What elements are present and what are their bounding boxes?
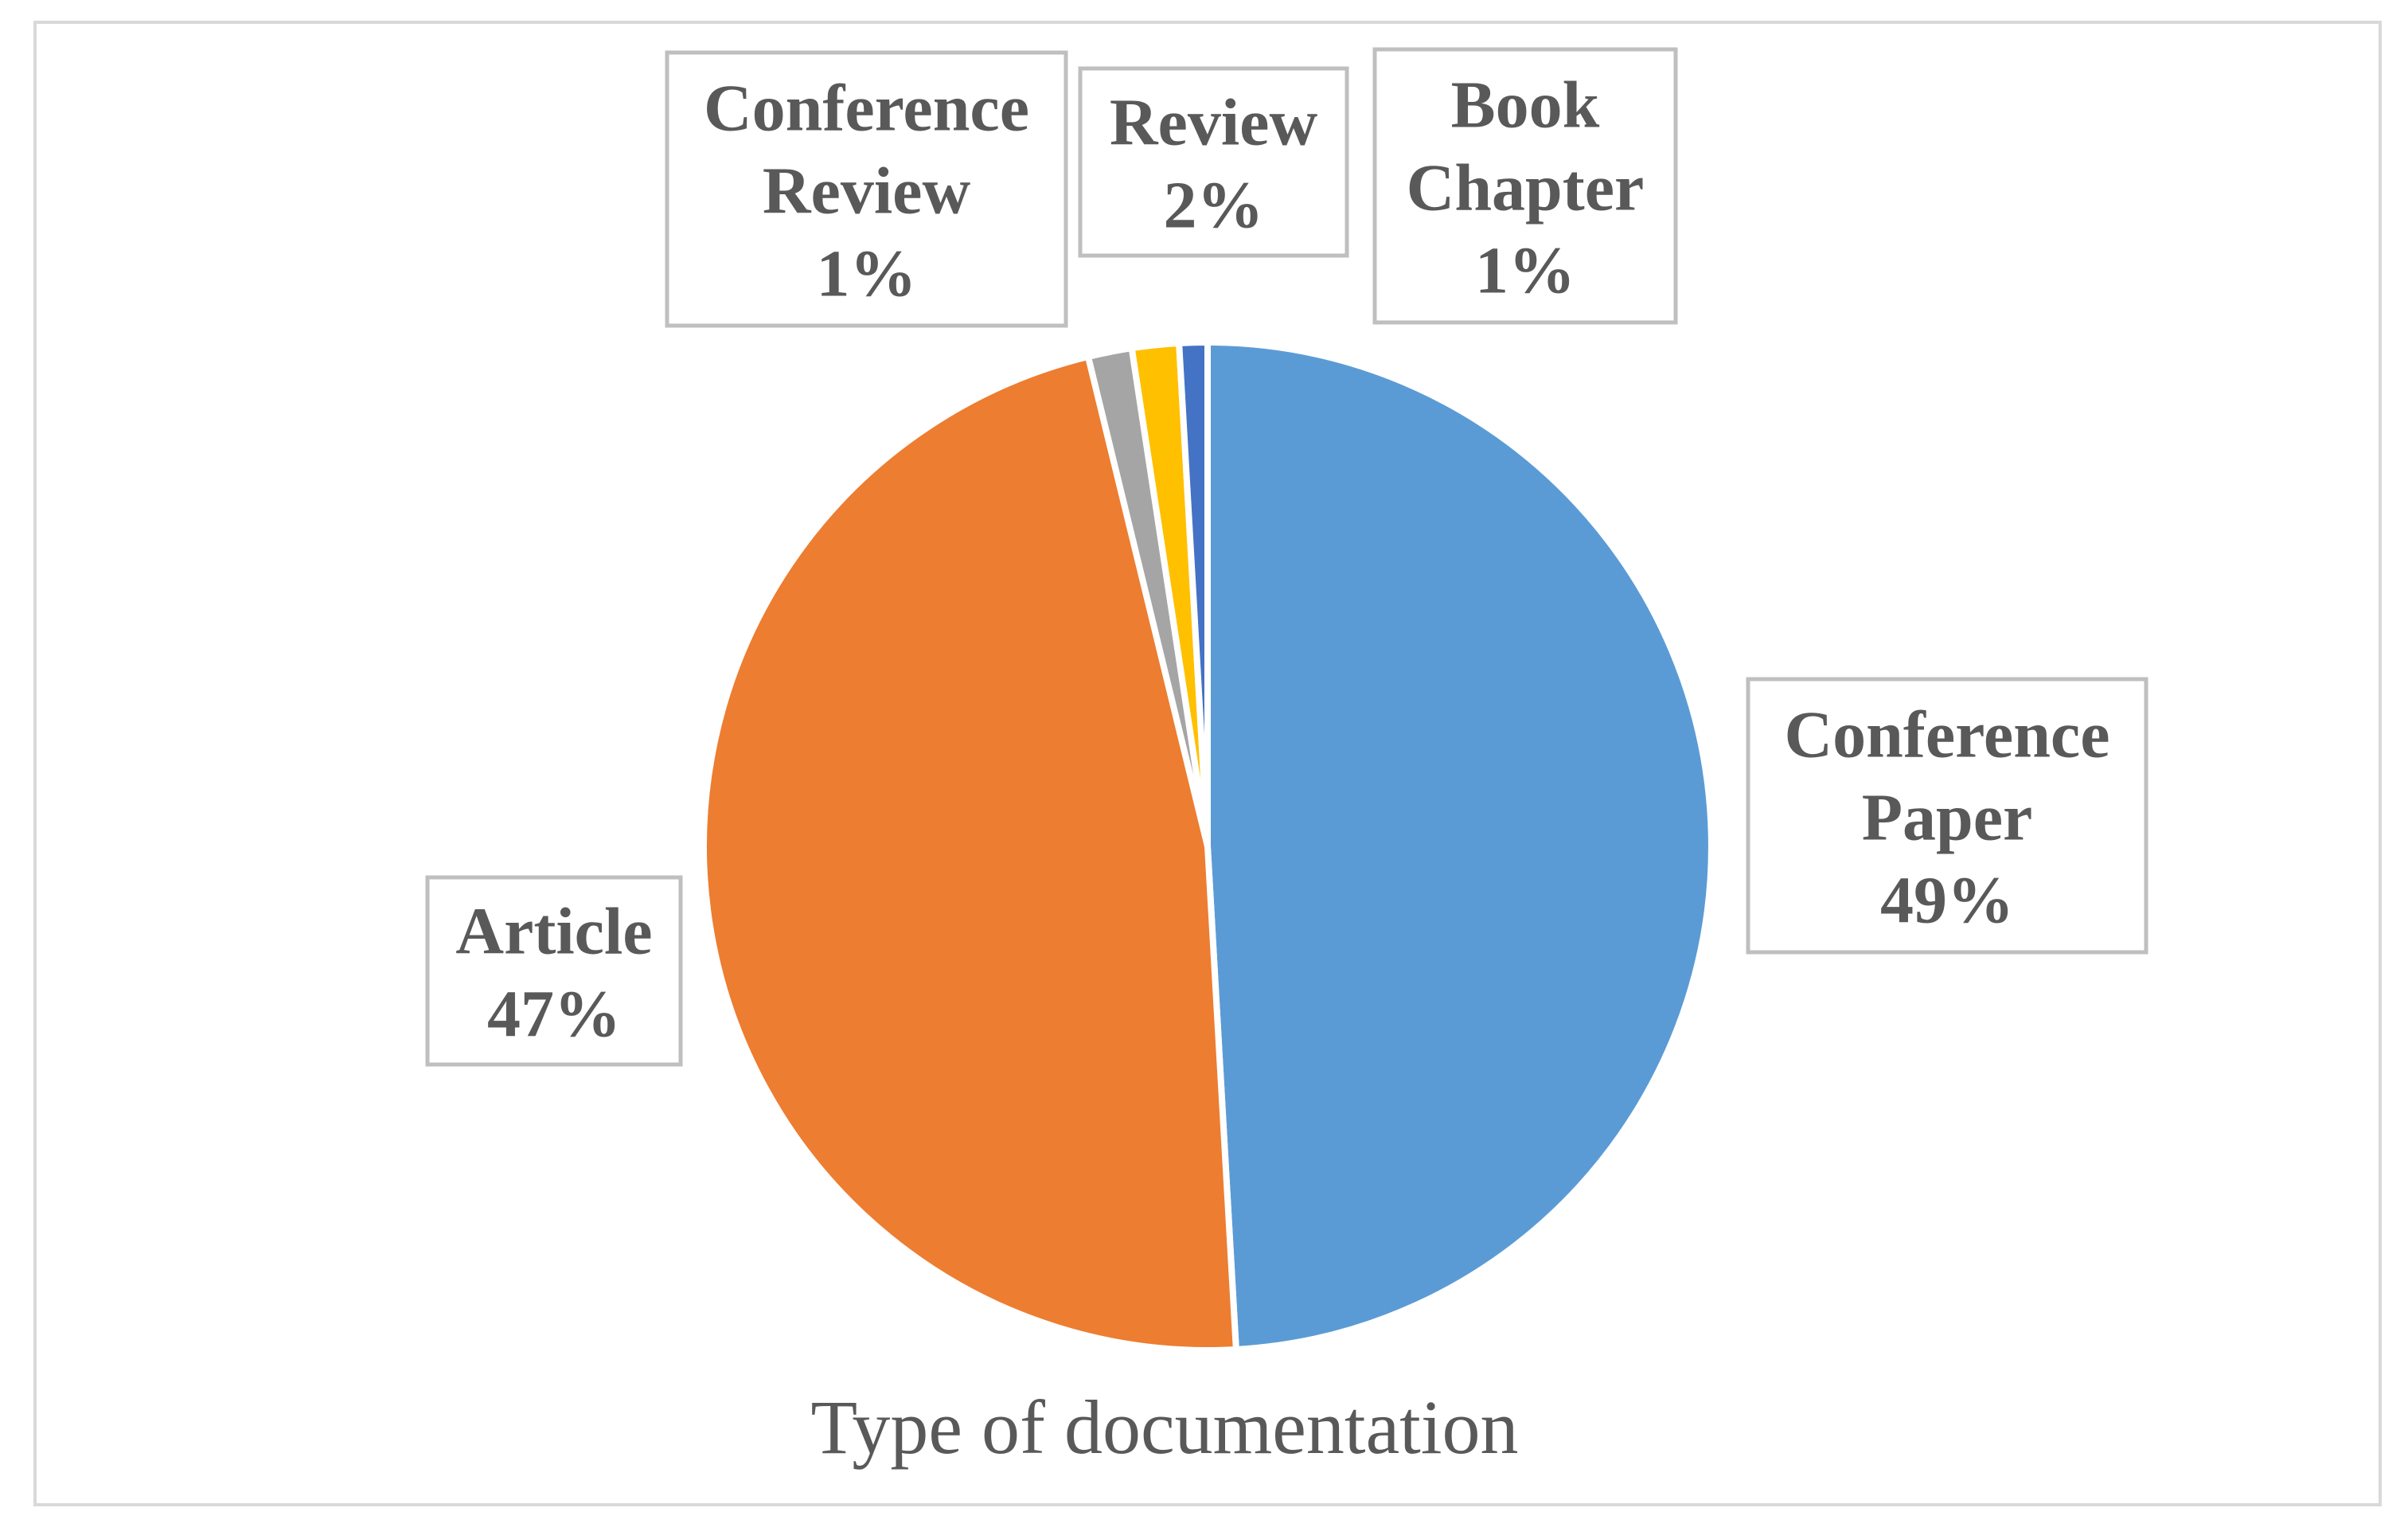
data-label-category: Article [455,895,652,969]
pie-slices [701,339,1715,1353]
chart-title: Type of documentation [810,1385,1518,1470]
data-label-category: Chapter [1407,151,1645,225]
data-label-category: Book [1451,68,1600,143]
pie-slice-book-chapter [1176,339,1211,850]
pie-labels: Conference Paper 49% Article 47% Conference Re… [425,47,2148,1067]
data-label-conference-paper: Conference Paper 49% [1746,677,2148,955]
data-label-value: 2% [1164,169,1264,243]
pie-slice-conference-paper [1204,339,1715,1353]
data-label-category: Conference [1785,698,2110,772]
pie-slice-article [701,354,1239,1353]
chart-area [33,21,2382,1506]
data-label-category: Review [763,154,971,229]
data-label-conference-review: Conference Review 1% [665,50,1068,328]
data-label-category: Review [1110,86,1318,160]
data-label-category: Conference [704,72,1029,146]
data-label-article: Article 47% [425,875,683,1067]
data-label-value: 1% [817,237,917,311]
data-label-value: 1% [1475,234,1575,308]
data-label-category: Paper [1862,781,2033,855]
data-label-review: Review 2% [1078,66,1349,258]
data-label-value: 49% [1880,864,2014,938]
data-label-value: 47% [487,978,621,1052]
data-label-book-chapter: Book Chapter 1% [1372,47,1678,325]
